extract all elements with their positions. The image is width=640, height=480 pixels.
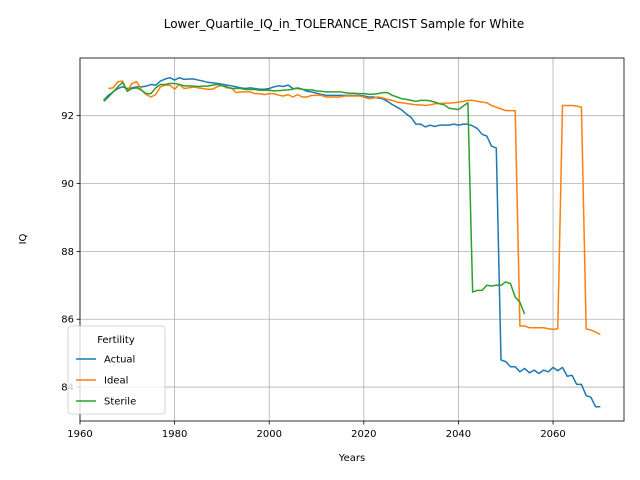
y-axis-label: IQ bbox=[18, 233, 29, 244]
x-tick-label: 2020 bbox=[351, 429, 376, 440]
x-axis-label: Years bbox=[338, 453, 365, 464]
y-tick-label: 92 bbox=[61, 111, 74, 122]
x-tick-label: 2040 bbox=[446, 429, 471, 440]
legend-title: Fertility bbox=[97, 335, 135, 346]
legend: Fertility Actual Ideal Sterile bbox=[68, 326, 165, 414]
x-tick-label: 2060 bbox=[540, 429, 565, 440]
y-tick-label: 90 bbox=[61, 179, 74, 190]
x-tick-label: 2000 bbox=[256, 429, 281, 440]
x-tick-label: 1960 bbox=[67, 429, 92, 440]
legend-label-ideal: Ideal bbox=[104, 376, 128, 387]
y-tick-label: 86 bbox=[61, 315, 74, 326]
y-tick-label: 88 bbox=[61, 247, 74, 258]
x-tick-label: 1980 bbox=[162, 429, 187, 440]
chart-title: Lower_Quartile_IQ_in_TOLERANCE_RACIST Sa… bbox=[164, 17, 525, 31]
legend-label-sterile: Sterile bbox=[104, 397, 136, 408]
legend-label-actual: Actual bbox=[104, 355, 135, 366]
